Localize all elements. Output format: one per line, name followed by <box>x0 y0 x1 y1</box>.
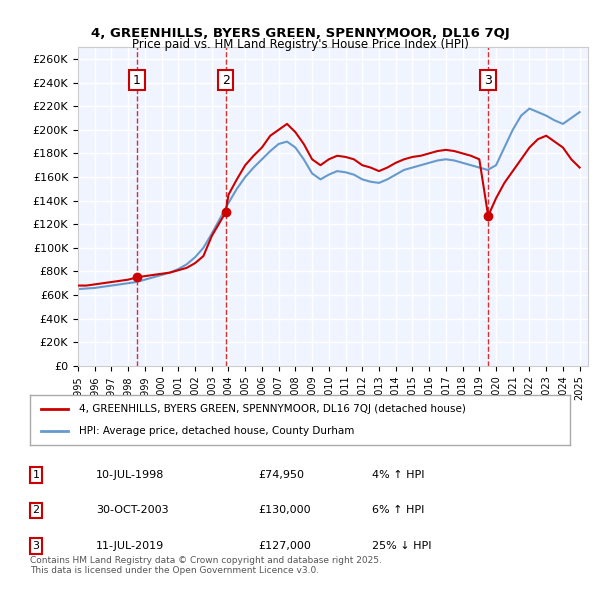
Text: £127,000: £127,000 <box>258 541 311 550</box>
Text: 2: 2 <box>222 74 230 87</box>
Text: 6% ↑ HPI: 6% ↑ HPI <box>372 506 424 515</box>
Text: 4, GREENHILLS, BYERS GREEN, SPENNYMOOR, DL16 7QJ (detached house): 4, GREENHILLS, BYERS GREEN, SPENNYMOOR, … <box>79 404 466 414</box>
Text: 1: 1 <box>32 470 40 480</box>
Text: 2: 2 <box>32 506 40 515</box>
Text: 3: 3 <box>484 74 492 87</box>
Text: Price paid vs. HM Land Registry's House Price Index (HPI): Price paid vs. HM Land Registry's House … <box>131 38 469 51</box>
Text: 30-OCT-2003: 30-OCT-2003 <box>96 506 169 515</box>
Text: £74,950: £74,950 <box>258 470 304 480</box>
Text: £130,000: £130,000 <box>258 506 311 515</box>
Text: 10-JUL-1998: 10-JUL-1998 <box>96 470 164 480</box>
Text: 3: 3 <box>32 541 40 550</box>
Text: 4, GREENHILLS, BYERS GREEN, SPENNYMOOR, DL16 7QJ: 4, GREENHILLS, BYERS GREEN, SPENNYMOOR, … <box>91 27 509 40</box>
Text: 4% ↑ HPI: 4% ↑ HPI <box>372 470 425 480</box>
Text: HPI: Average price, detached house, County Durham: HPI: Average price, detached house, Coun… <box>79 427 354 437</box>
Text: Contains HM Land Registry data © Crown copyright and database right 2025.
This d: Contains HM Land Registry data © Crown c… <box>30 556 382 575</box>
Text: 1: 1 <box>133 74 141 87</box>
Text: 11-JUL-2019: 11-JUL-2019 <box>96 541 164 550</box>
Text: 25% ↓ HPI: 25% ↓ HPI <box>372 541 431 550</box>
